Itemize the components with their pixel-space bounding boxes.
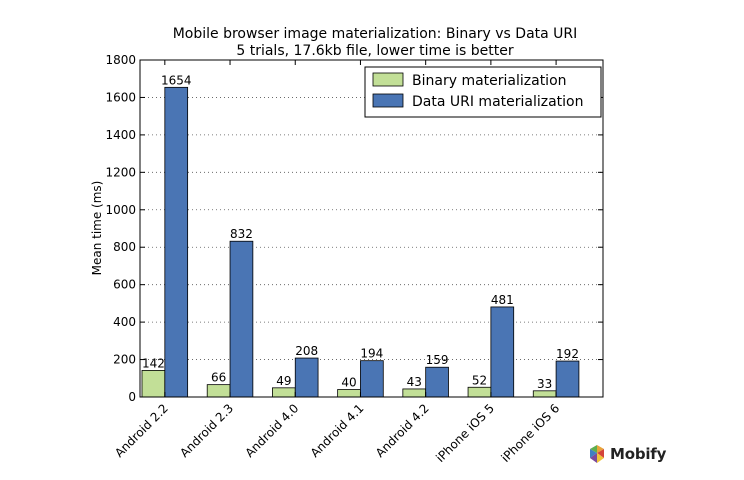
x-tick-label: iPhone iOS 6 bbox=[498, 401, 562, 465]
bar-value-label: 33 bbox=[537, 377, 552, 391]
y-tick-label: 1600 bbox=[105, 90, 136, 104]
bar-binary bbox=[337, 389, 361, 398]
mobify-logo: Mobify bbox=[588, 440, 678, 468]
y-tick-label: 1800 bbox=[105, 53, 136, 67]
legend-label: Binary materialization bbox=[412, 73, 567, 89]
bar-value-label: 40 bbox=[341, 376, 356, 390]
y-tick-label: 1400 bbox=[105, 128, 136, 142]
bar-binary bbox=[467, 386, 492, 398]
bar-data-uri bbox=[490, 306, 515, 398]
legend-swatch bbox=[372, 93, 404, 108]
bar-value-label: 208 bbox=[295, 344, 318, 358]
grid-lines bbox=[140, 97, 603, 360]
y-tick-label: 400 bbox=[113, 315, 136, 329]
x-tick-label: Android 2.3 bbox=[177, 401, 236, 460]
bar-value-label: 52 bbox=[472, 373, 487, 387]
legend-box bbox=[364, 66, 602, 118]
bar-data-uri bbox=[294, 357, 319, 398]
bar-value-label: 66 bbox=[211, 371, 226, 385]
y-tick-label: 1200 bbox=[105, 165, 136, 179]
bar-value-label: 481 bbox=[491, 293, 514, 307]
legend-swatch bbox=[372, 72, 404, 87]
bar-value-label: 832 bbox=[230, 227, 253, 241]
y-tick-label: 800 bbox=[113, 240, 136, 254]
y-axis: 0 200 400 600 800 1000 1200 1400 1600 1800 bbox=[105, 53, 603, 404]
y-axis-label: Mean time (ms) bbox=[90, 181, 104, 276]
bar-binary bbox=[402, 388, 427, 398]
legend: Binary materialization Data URI materiali… bbox=[364, 66, 602, 118]
bar-data-uri bbox=[555, 360, 580, 398]
bar-value-label: 194 bbox=[360, 347, 383, 361]
bar-binary bbox=[141, 370, 166, 398]
legend-label: Data URI materialization bbox=[412, 94, 584, 110]
y-tick-label: 1000 bbox=[105, 203, 136, 217]
bar-data-uri bbox=[360, 360, 384, 398]
mobify-logo-icon bbox=[590, 445, 604, 463]
bar-data-uri bbox=[229, 240, 254, 398]
bar-value-label: 1654 bbox=[161, 73, 192, 87]
bar-binary bbox=[532, 390, 557, 398]
bar-value-label: 49 bbox=[276, 374, 291, 388]
x-tick-label: Android 4.1 bbox=[308, 401, 367, 460]
x-tick-label: Android 4.2 bbox=[373, 401, 432, 460]
chart-subtitle: 5 trials, 17.6kb file, lower time is bet… bbox=[236, 43, 514, 59]
y-tick-label: 0 bbox=[128, 390, 136, 404]
mobify-logo-text: Mobify bbox=[610, 445, 667, 463]
x-tick-label: iPhone iOS 5 bbox=[433, 401, 497, 465]
bar-value-label: 159 bbox=[426, 353, 449, 367]
y-tick-label: 200 bbox=[113, 353, 136, 367]
x-tick-label: Android 2.2 bbox=[112, 401, 171, 460]
bar-value-label: 43 bbox=[407, 375, 422, 389]
bar-value-label: 142 bbox=[142, 356, 165, 370]
y-tick-label: 600 bbox=[113, 278, 136, 292]
bar-value-label: 192 bbox=[556, 347, 579, 361]
bar-data-uri bbox=[425, 366, 449, 398]
bar-binary bbox=[272, 387, 296, 398]
bar-binary bbox=[206, 384, 231, 398]
bar-data-uri bbox=[164, 86, 189, 398]
chart-title: Mobile browser image materialization: Bi… bbox=[173, 26, 578, 42]
bar-value-labels: 142 1654 66 832 49 208 40 194 43 159 52 481 33 192 bbox=[142, 73, 579, 390]
plot-area-frame bbox=[139, 59, 604, 398]
x-tick-label: Android 4.0 bbox=[242, 401, 301, 460]
